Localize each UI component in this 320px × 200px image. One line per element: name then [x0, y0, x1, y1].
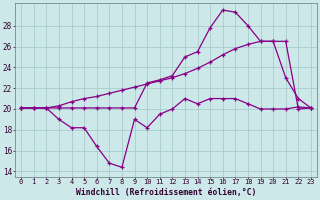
X-axis label: Windchill (Refroidissement éolien,°C): Windchill (Refroidissement éolien,°C)	[76, 188, 256, 197]
